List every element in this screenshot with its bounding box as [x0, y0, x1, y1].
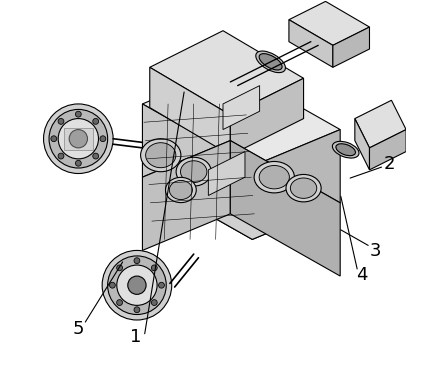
Polygon shape [142, 67, 340, 166]
Polygon shape [150, 67, 230, 155]
Polygon shape [142, 141, 230, 251]
Polygon shape [252, 130, 340, 239]
Polygon shape [142, 141, 340, 239]
Ellipse shape [117, 265, 157, 306]
Polygon shape [369, 130, 406, 170]
Ellipse shape [100, 136, 106, 142]
Ellipse shape [181, 161, 207, 183]
Ellipse shape [102, 251, 172, 320]
Text: 2: 2 [383, 155, 395, 173]
Ellipse shape [117, 300, 123, 306]
Ellipse shape [158, 282, 165, 288]
Ellipse shape [151, 300, 157, 306]
Ellipse shape [58, 118, 64, 124]
Ellipse shape [286, 175, 321, 202]
Polygon shape [289, 1, 369, 45]
Ellipse shape [75, 111, 81, 117]
Polygon shape [223, 86, 260, 130]
Polygon shape [230, 141, 340, 276]
Ellipse shape [290, 178, 317, 199]
Bar [64, 128, 93, 150]
Polygon shape [355, 118, 369, 170]
Ellipse shape [58, 153, 64, 159]
Text: 5: 5 [73, 320, 84, 338]
Ellipse shape [107, 256, 166, 314]
Ellipse shape [256, 51, 285, 73]
Polygon shape [289, 20, 333, 67]
Ellipse shape [58, 118, 99, 159]
Ellipse shape [93, 118, 99, 124]
Ellipse shape [134, 307, 140, 313]
Ellipse shape [176, 157, 211, 186]
Ellipse shape [254, 162, 294, 193]
Ellipse shape [259, 54, 282, 70]
Ellipse shape [151, 265, 157, 271]
Ellipse shape [169, 180, 192, 200]
Ellipse shape [51, 136, 57, 142]
Ellipse shape [140, 139, 181, 172]
Ellipse shape [93, 153, 99, 159]
Ellipse shape [146, 143, 176, 168]
Polygon shape [333, 27, 369, 67]
Text: 1: 1 [130, 328, 141, 346]
Text: 4: 4 [356, 266, 368, 284]
Ellipse shape [117, 265, 123, 271]
Ellipse shape [49, 110, 107, 168]
Polygon shape [150, 31, 304, 115]
Ellipse shape [259, 165, 289, 189]
Ellipse shape [69, 130, 87, 148]
Polygon shape [230, 78, 304, 155]
Ellipse shape [128, 276, 146, 294]
Polygon shape [142, 104, 252, 239]
Ellipse shape [332, 141, 359, 158]
Ellipse shape [44, 104, 113, 173]
Ellipse shape [134, 258, 140, 263]
Ellipse shape [165, 177, 196, 203]
Text: 3: 3 [369, 242, 381, 260]
Polygon shape [355, 100, 406, 148]
Ellipse shape [109, 282, 116, 288]
Ellipse shape [336, 144, 355, 156]
Polygon shape [208, 152, 245, 196]
Ellipse shape [75, 160, 81, 166]
